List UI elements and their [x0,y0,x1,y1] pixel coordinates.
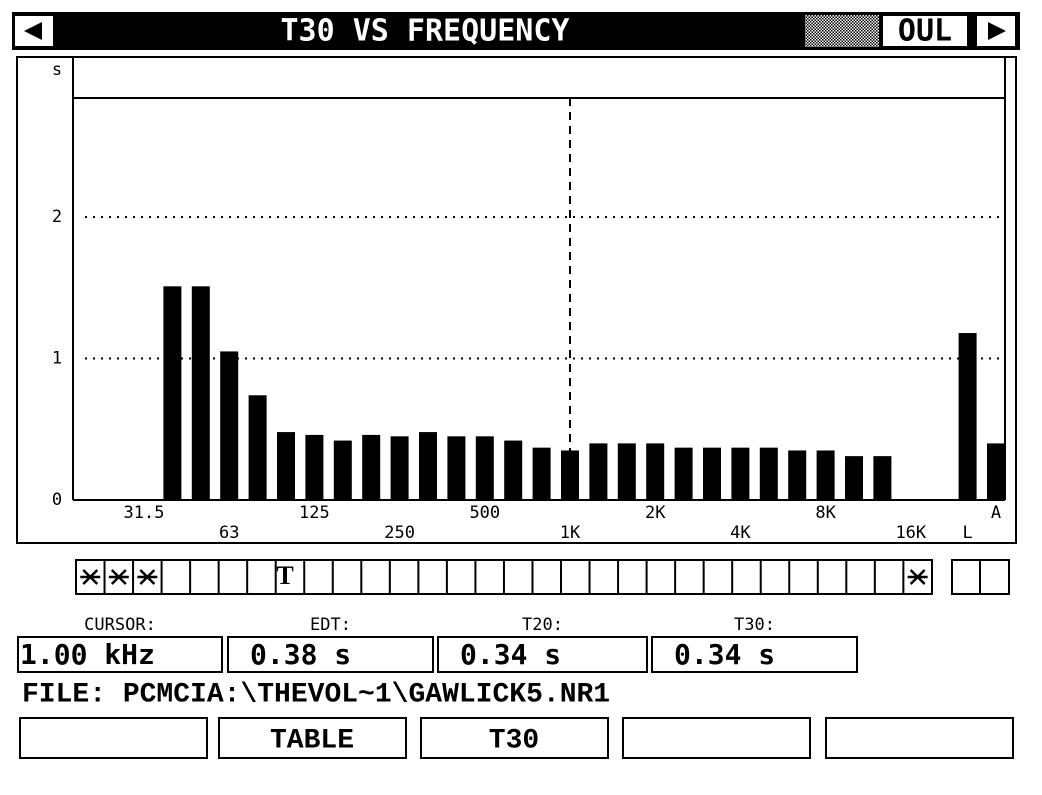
x-tick-label: 1K [560,523,581,543]
x-tick-label: 63 [219,523,239,543]
readout-label: CURSOR: [84,615,156,635]
bar [191,286,210,500]
bar [504,440,523,500]
soft-button-label: T30 [489,725,539,756]
readout-label: T30: [734,615,775,635]
soft-button[interactable] [825,717,1014,759]
x-tick-label: 16K [895,523,926,543]
next-button[interactable] [975,14,1017,48]
readout-value: 1.00 kHz [20,638,155,671]
bar [362,434,381,500]
x-tick-label: 2K [645,503,666,523]
bar [958,333,977,500]
bar [305,434,324,500]
readout-box [227,636,434,673]
x-tick-label: 250 [384,523,415,543]
bar [220,351,239,500]
bar [674,447,693,500]
soft-button[interactable] [420,717,609,759]
readout-value: 0.34 s [460,638,561,671]
bar [703,447,721,500]
y-tick-label: 2 [52,207,62,227]
channel-strip [75,559,1010,595]
bar [390,436,409,500]
readout-label: EDT: [310,615,351,635]
soft-button[interactable] [218,717,407,759]
bar [475,436,494,500]
strip-active [80,569,101,585]
mode-box [881,14,969,48]
bar [589,443,608,500]
y-unit: s [52,60,62,80]
strip-marker: T [276,561,293,590]
bar [333,440,352,500]
bar [447,436,466,500]
readout-value: 0.38 s [250,638,351,671]
strip-active [907,569,928,585]
x-tick-label: 500 [469,503,500,523]
file-path: FILE: PCMCIA:\THEVOL~1\GAWLICK5.NR1 [22,679,610,710]
bar [419,432,437,500]
plot-frame [16,56,1017,544]
x-tick-label: 8K [815,503,836,523]
bar [731,447,750,500]
soft-button[interactable] [19,717,208,759]
readout-box [17,636,223,673]
bar [987,443,1005,500]
bar [532,447,551,500]
next-icon [988,22,1006,40]
readout-box [437,636,648,673]
bar [845,456,863,500]
soft-button-label: TABLE [270,725,354,756]
hatch [805,15,879,47]
readout-label: T20: [522,615,563,635]
readout-value: 0.34 s [674,638,775,671]
readouts: CURSOR: 1.00 kHz EDT: 0.38 s T20: 0.34 s T30: 0… [17,615,1014,759]
x-tick-label: 125 [299,503,330,523]
bar [248,395,267,500]
x-tick-label: A [991,503,1001,523]
bar [816,450,835,500]
y-tick-label: 0 [52,490,62,510]
x-tick-label: 4K [730,523,751,543]
strip-active [108,569,129,585]
readout-box [651,636,858,673]
x-tick-label: 31.5 [124,503,165,523]
bar [163,286,182,500]
prev-icon [24,22,42,40]
strip-active [137,569,158,585]
bar [617,443,636,500]
mode: OUL [898,14,952,49]
y-tick-label: 1 [52,349,62,369]
x-tick-label: L [962,523,972,543]
plot: 0 1 2 31.5 63 125 250 500 1K 2K 4K 8K 16K LA [52,207,1005,543]
bar [873,456,892,500]
screen-title: T30 VS FREQUENCY [281,14,570,49]
bar [759,447,778,500]
soft-button[interactable] [622,717,811,759]
bar [646,443,665,500]
bar [561,450,579,500]
bar [277,432,295,500]
bar [788,450,807,500]
